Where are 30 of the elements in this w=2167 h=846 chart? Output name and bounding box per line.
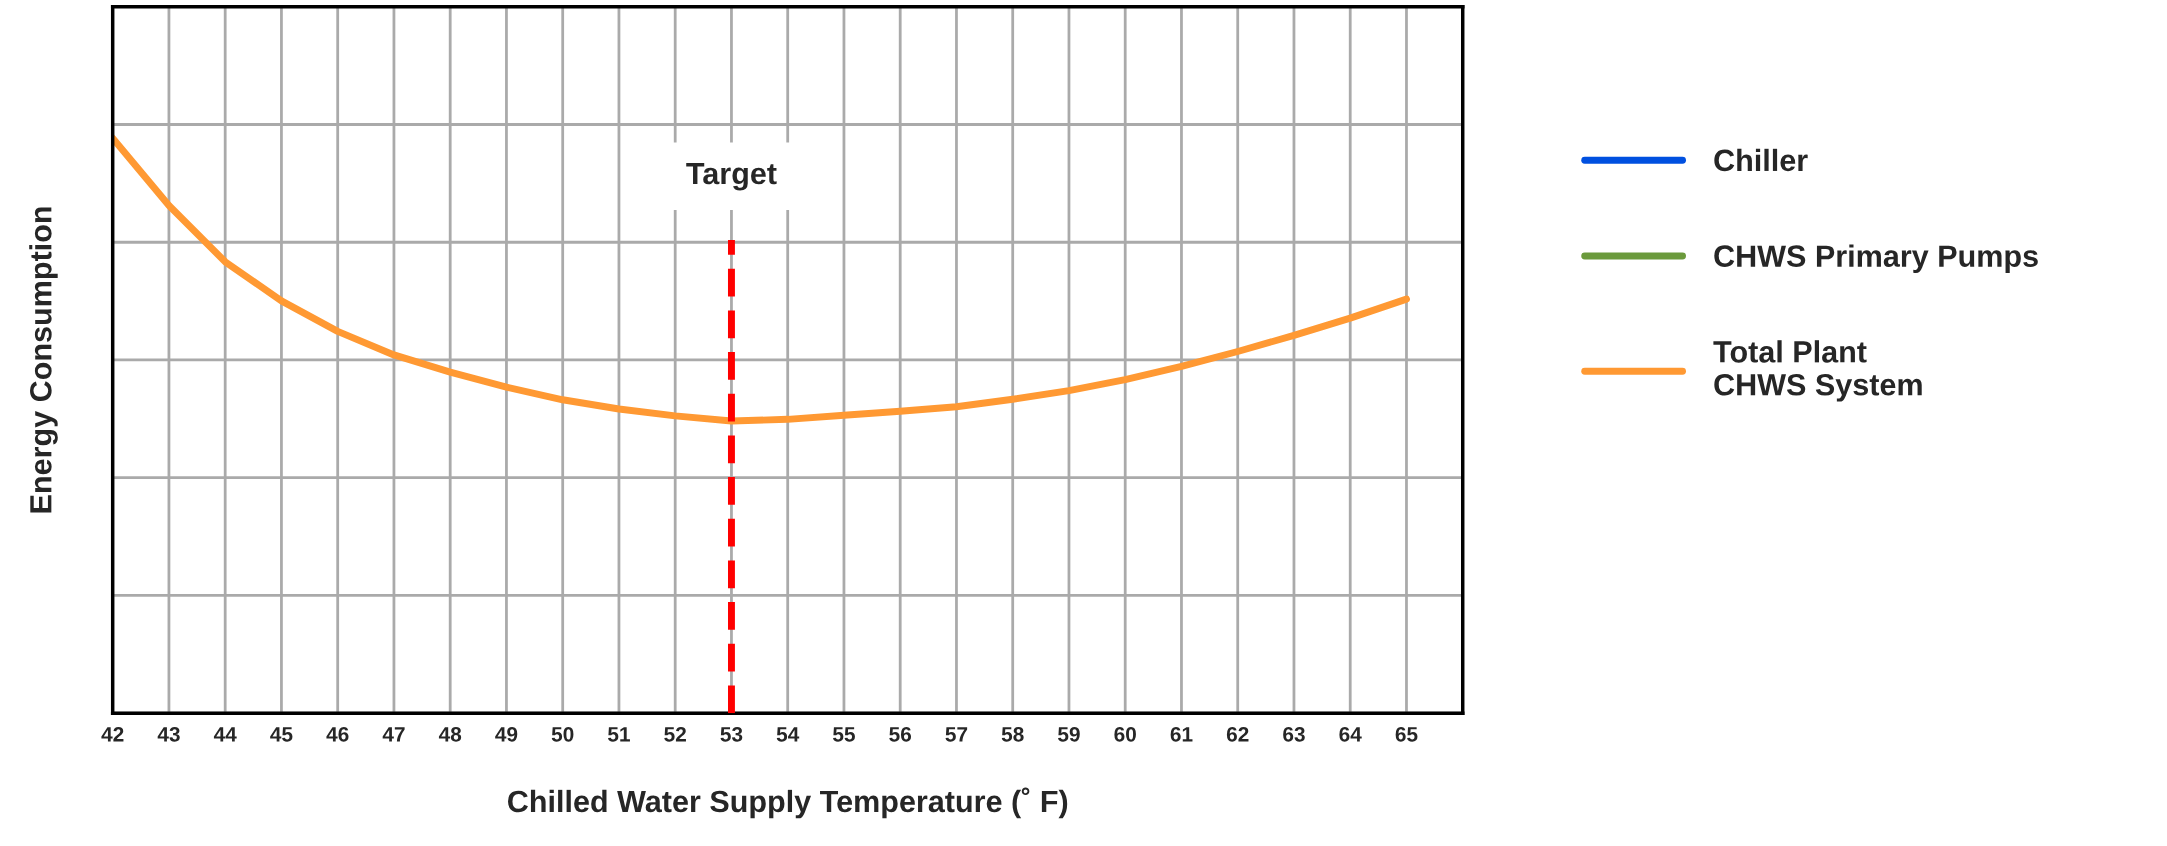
x-tick-label: 63 xyxy=(1283,726,1305,742)
x-tick-label: 51 xyxy=(608,727,630,742)
x-tick-label: 53 xyxy=(720,726,743,742)
x-tick-label: 60 xyxy=(1114,726,1136,742)
x-tick-label: 46 xyxy=(326,726,349,742)
x-tick-label: 47 xyxy=(382,727,405,742)
y-axis-title: Energy Consumption xyxy=(29,207,58,513)
legend-label: CHWS Primary Pumps xyxy=(1714,244,2038,273)
x-tick-label: 62 xyxy=(1226,726,1249,742)
x-tick-label: 45 xyxy=(270,727,293,742)
x-tick-label: 50 xyxy=(551,726,574,742)
x-axis-title: Chilled Water Supply Temperature (˚ F) xyxy=(508,787,1068,819)
x-tick-label: 55 xyxy=(833,727,855,742)
x-tick-label: 56 xyxy=(889,726,912,742)
x-tick-label: 43 xyxy=(157,726,180,742)
x-tick-label: 44 xyxy=(213,727,237,742)
x-tick-label: 59 xyxy=(1058,726,1080,742)
x-tick-label: 65 xyxy=(1395,726,1418,742)
x-tick-label: 58 xyxy=(1001,726,1024,742)
x-tick-label: 49 xyxy=(495,726,518,742)
x-tick-label: 48 xyxy=(438,726,462,742)
ref-line-label: Target xyxy=(686,163,777,191)
x-tick-label: 64 xyxy=(1339,726,1362,742)
legend-label: Chiller xyxy=(1714,148,1808,172)
x-tick-label: 52 xyxy=(664,726,686,742)
legend-label: Total Plant CHWS System xyxy=(1713,340,1922,402)
x-tick-label: 54 xyxy=(776,727,800,742)
x-tick-label: 57 xyxy=(945,727,968,742)
x-tick-label: 42 xyxy=(101,726,124,742)
x-tick-label: 61 xyxy=(1170,726,1193,742)
